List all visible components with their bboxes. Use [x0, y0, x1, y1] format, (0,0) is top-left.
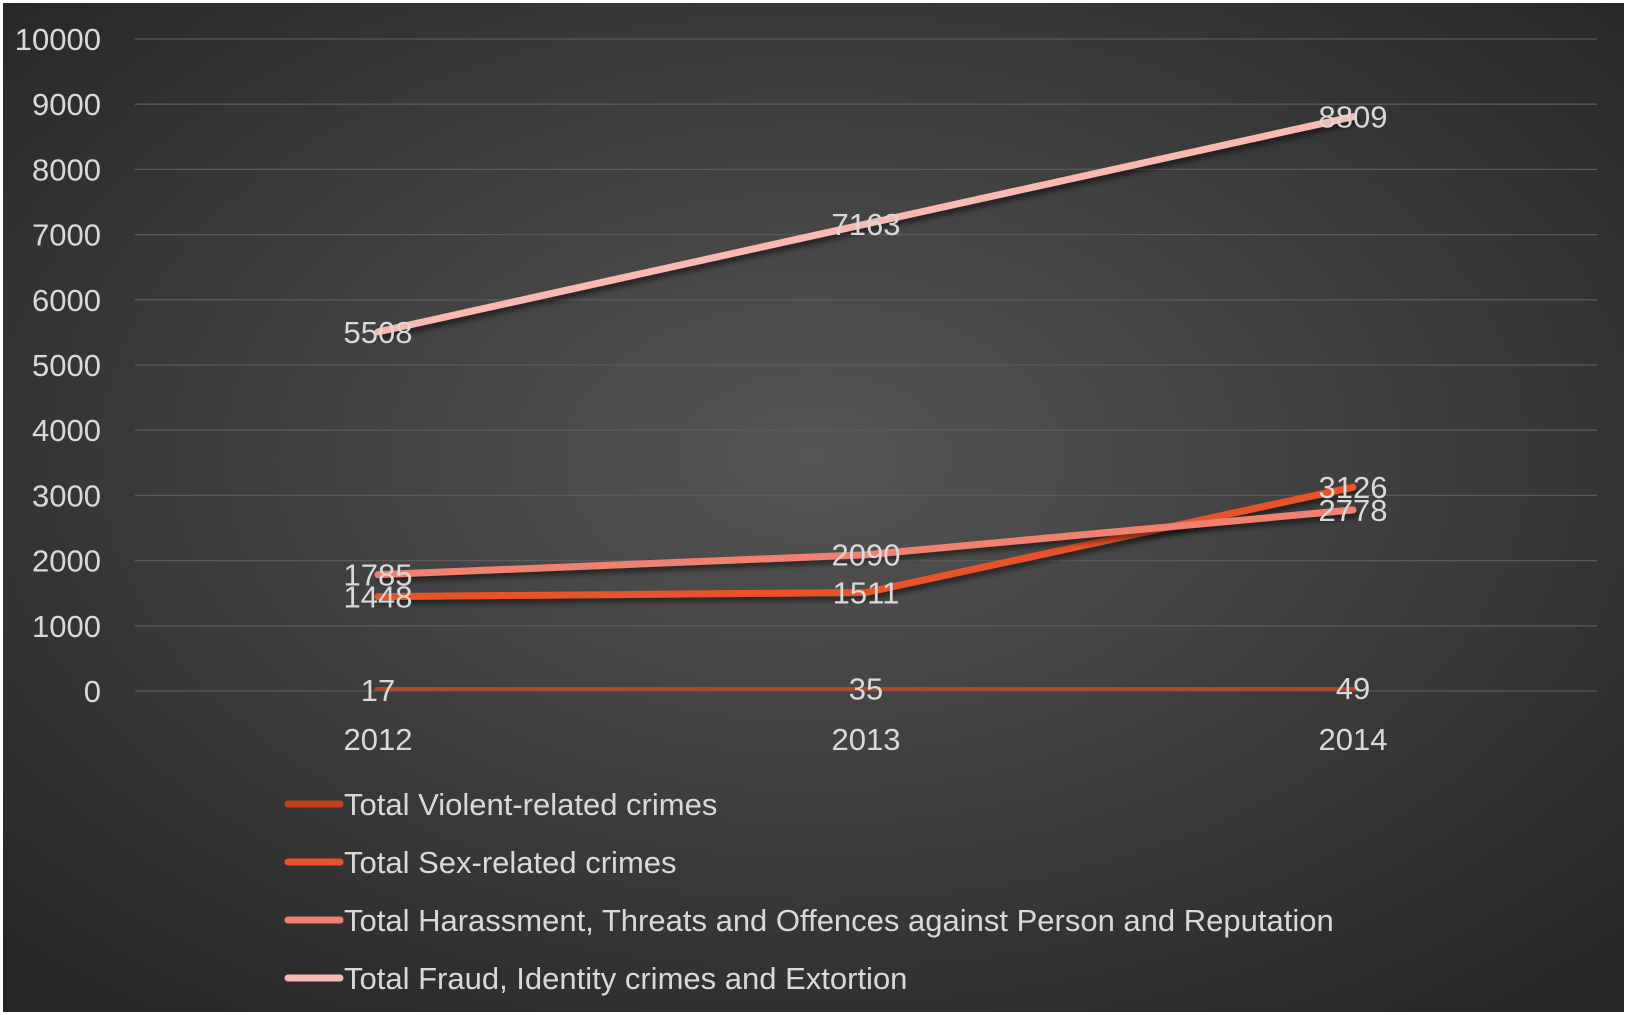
- y-tick-label: 0: [84, 674, 101, 709]
- y-tick-label: 9000: [32, 87, 101, 122]
- data-label: 2090: [832, 538, 901, 573]
- legend-label: Total Violent-related crimes: [344, 787, 717, 822]
- legend-item: Total Sex-related crimes: [284, 845, 677, 880]
- series-line-1: [374, 684, 1357, 694]
- y-tick-label: 2000: [32, 544, 101, 579]
- x-category-label: 2012: [344, 722, 413, 757]
- y-tick-label: 8000: [32, 152, 101, 187]
- data-label: 1448: [344, 580, 413, 615]
- legend-item: Total Harassment, Threats and Offences a…: [284, 903, 1334, 938]
- data-labels: 17 35 49 1448 1511 3126 1785 2090 2778 5508 7163 88…: [344, 100, 1388, 708]
- x-category-label: 2013: [832, 722, 901, 757]
- legend-label: Total Harassment, Threats and Offences a…: [344, 903, 1334, 938]
- legend-item: Total Violent-related crimes: [284, 787, 717, 822]
- data-label: 35: [849, 672, 883, 707]
- data-label: 49: [1336, 671, 1370, 706]
- legend-label: Total Fraud, Identity crimes and Extorti…: [344, 961, 907, 996]
- data-label: 8809: [1319, 100, 1388, 135]
- data-label: 3126: [1319, 470, 1388, 505]
- y-tick-label: 4000: [32, 413, 101, 448]
- y-tick-label: 6000: [32, 283, 101, 318]
- data-label: 5508: [344, 315, 413, 350]
- y-tick-label: 10000: [15, 22, 101, 57]
- series-line-4: [374, 113, 1357, 336]
- legend-label: Total Sex-related crimes: [344, 845, 677, 880]
- data-label: 7163: [832, 207, 901, 242]
- series-lines: [374, 113, 1357, 694]
- data-label: 17: [361, 673, 395, 708]
- legend: Total Violent-related crimes Total Sex-re…: [284, 787, 1334, 996]
- y-tick-label: 5000: [32, 348, 101, 383]
- y-tick-label: 3000: [32, 478, 101, 513]
- data-label: 2778: [1319, 493, 1388, 528]
- y-tick-label: 7000: [32, 218, 101, 253]
- gridlines: [135, 38, 1597, 692]
- x-category-label: 2014: [1319, 722, 1388, 757]
- x-axis-category-labels: 2012 2013 2014: [344, 722, 1388, 757]
- y-axis-tick-labels: 0 1000 2000 3000 4000 5000 6000 7000 8000 9000 100…: [15, 22, 101, 709]
- y-tick-label: 1000: [32, 609, 101, 644]
- data-label: 1511: [833, 575, 900, 610]
- series-line-3: [374, 506, 1357, 579]
- data-label: 1785: [344, 558, 413, 593]
- legend-item: Total Fraud, Identity crimes and Extorti…: [284, 961, 907, 996]
